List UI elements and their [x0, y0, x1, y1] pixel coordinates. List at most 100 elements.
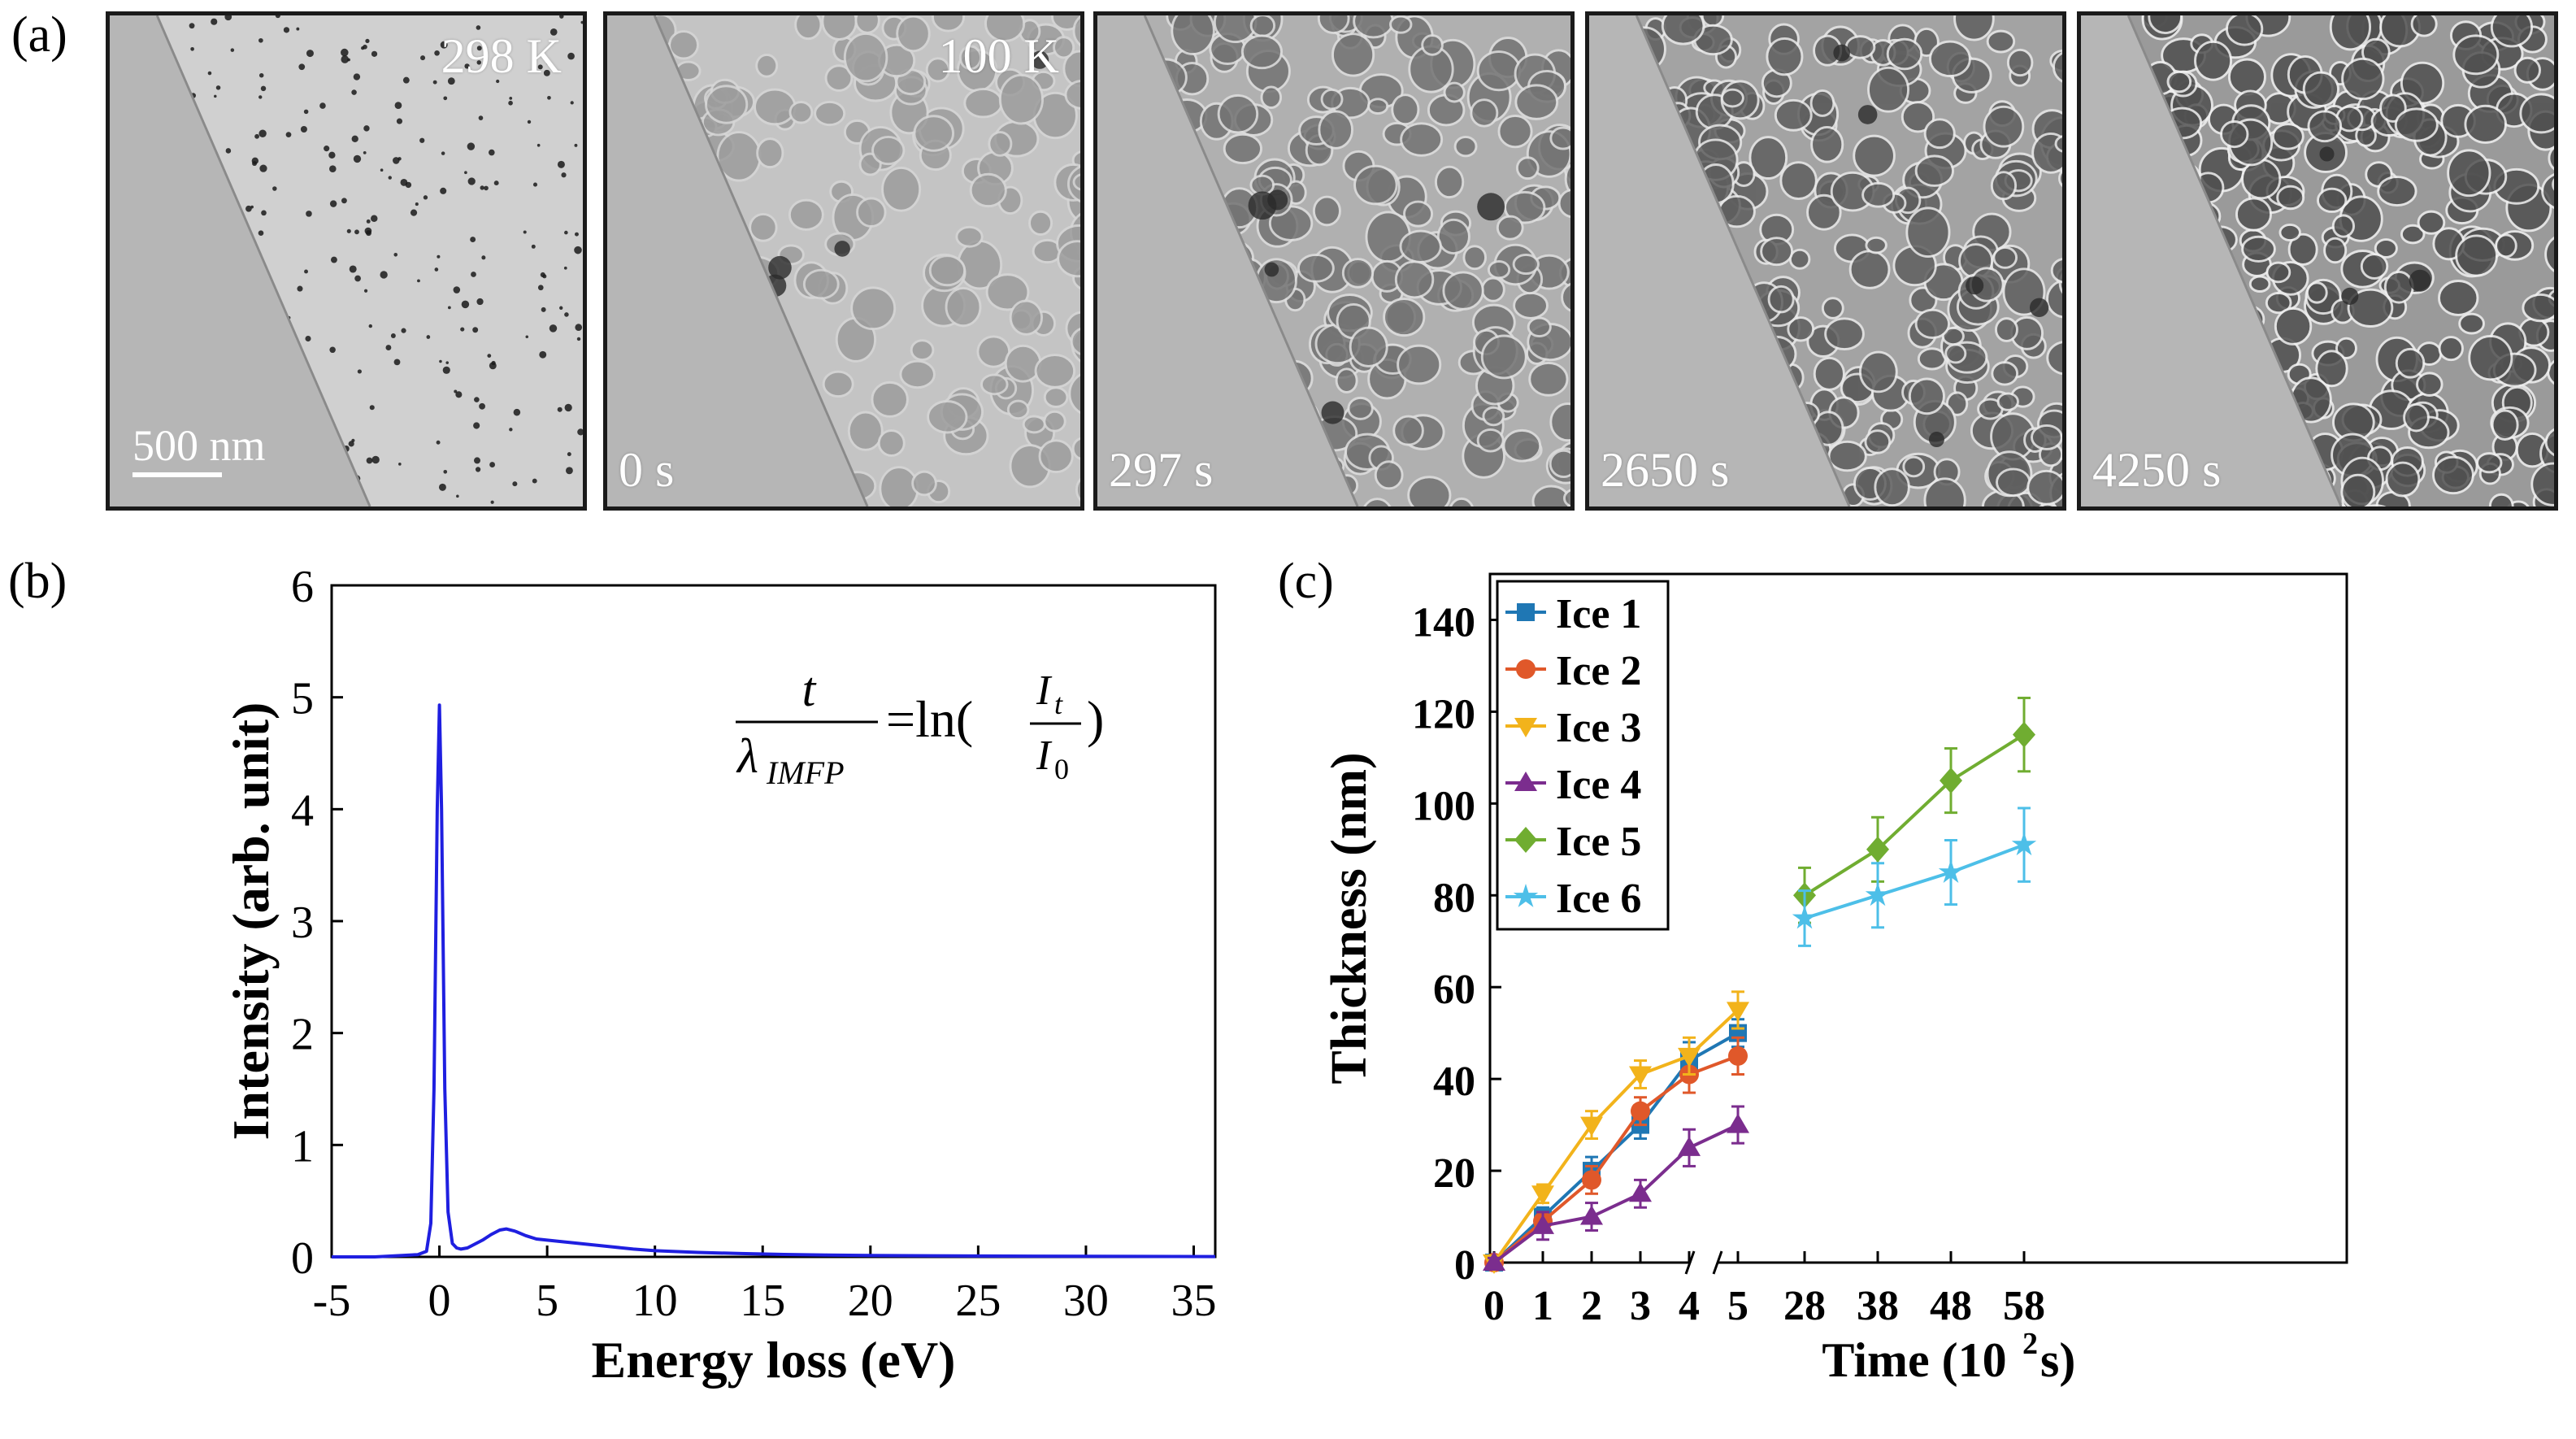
plot-frame: [1488, 572, 2348, 1264]
data-point: [1727, 1113, 1749, 1133]
axis-break-mark: [1712, 1250, 1723, 1275]
scale-bar-line: [132, 472, 222, 477]
y-tick-label: 0: [291, 1233, 314, 1284]
film-edge: [1635, 15, 1851, 506]
x-tick-label: 0: [428, 1276, 451, 1326]
panel-label-c: (c): [1278, 554, 1334, 609]
legend-label: Ice 6: [1556, 876, 1641, 922]
formula-ratio-bottom-sub: 0: [1054, 753, 1069, 785]
time-label: 0 s: [619, 443, 675, 497]
data-point: [1678, 1136, 1701, 1156]
film-edge: [2126, 15, 2343, 506]
axis-break-gap: [1691, 1251, 1717, 1274]
data-point: [1678, 1047, 1701, 1067]
series-line: [1804, 843, 2025, 920]
data-point: [1938, 859, 1964, 883]
x-tick-label: 30: [1063, 1276, 1109, 1326]
y-tick-label: 60: [1433, 967, 1475, 1013]
data-point: [1580, 1116, 1603, 1137]
data-point: [1866, 836, 1889, 863]
data-point: [1516, 659, 1536, 679]
data-point: [1940, 767, 1962, 794]
x-tick-label: 0: [1483, 1283, 1505, 1329]
x-tick-label: -5: [313, 1276, 351, 1326]
y-tick-label: 100: [1412, 783, 1475, 829]
formula-equals-ln: =ln(: [886, 690, 973, 748]
legend-label: Ice 2: [1556, 648, 1641, 694]
data-point: [1631, 1101, 1650, 1121]
series-line: [1803, 733, 2026, 897]
data-point: [1514, 718, 1537, 737]
data-point: [1582, 1170, 1601, 1190]
panel-label-b: (b): [8, 554, 67, 609]
y-tick-label: 40: [1433, 1059, 1475, 1105]
formula-ratio-top: I: [1036, 667, 1053, 714]
data-point: [1514, 772, 1537, 791]
y-tick-label: 1: [291, 1121, 314, 1172]
x-tick-label: 35: [1171, 1276, 1216, 1326]
x-tick-label: 5: [1727, 1283, 1748, 1329]
micrograph-image: [1097, 15, 1570, 506]
x-tick-label: 20: [848, 1276, 893, 1326]
series-ice-2: [1484, 1036, 1748, 1272]
temperature-label: 100 K: [938, 29, 1059, 83]
x-tick-label: 15: [740, 1276, 785, 1326]
legend-label: Ice 5: [1556, 819, 1641, 865]
data-point: [1531, 1214, 1554, 1234]
time-label: 297 s: [1109, 443, 1214, 497]
x-tick-label: 58: [2003, 1283, 2045, 1329]
micrograph-4: 2650 s: [1585, 11, 2066, 511]
micrograph-2: 100 K 0 s: [603, 11, 1084, 511]
x-tick-label: 4: [1679, 1283, 1700, 1329]
film-edge: [155, 15, 371, 506]
formula-denominator: λ: [736, 729, 758, 783]
y-tick-label: 2: [291, 1010, 314, 1060]
series-ice-5: [1793, 696, 2035, 924]
x-axis-label-end: s): [2040, 1333, 2075, 1387]
legend-label: Ice 3: [1556, 705, 1641, 751]
y-tick-label: 3: [291, 898, 314, 948]
x-tick-label: 25: [955, 1276, 1001, 1326]
formula-ratio-bottom: I: [1036, 733, 1053, 779]
plot-frame: [330, 584, 1217, 1259]
legend-label: Ice 1: [1556, 591, 1641, 637]
formula-numerator: t: [802, 663, 817, 716]
y-tick-label: 5: [291, 674, 314, 724]
data-point: [1865, 882, 1891, 906]
time-label: 2650 s: [1601, 443, 1730, 497]
x-tick-label: 3: [1630, 1283, 1651, 1329]
series-ice-6: [1792, 806, 2037, 947]
y-tick-label: 140: [1412, 599, 1475, 646]
y-tick-label: 80: [1433, 875, 1475, 921]
x-axis-label: Time (10: [1822, 1333, 2006, 1387]
micrograph-5: 4250 s: [2077, 11, 2558, 511]
x-axis-label-superscript: 2: [2022, 1327, 2038, 1361]
data-point: [1728, 1046, 1748, 1066]
panel-label-a: (a): [11, 7, 67, 63]
formula-ratio-top-sub: t: [1054, 688, 1063, 720]
scale-bar: 500 nm: [132, 421, 266, 477]
data-point: [1792, 905, 1818, 929]
spectrum-line: [332, 703, 1216, 1259]
micrograph-1: 298 K 500 nm: [106, 11, 587, 511]
time-label: 4250 s: [2092, 443, 2222, 497]
micrograph-3: 297 s: [1093, 11, 1575, 511]
film-edge: [1143, 15, 1359, 506]
x-axis-label: Energy loss (eV): [592, 1331, 956, 1389]
formula-denominator-sub: IMFP: [766, 754, 845, 791]
x-tick-label: 1: [1532, 1283, 1553, 1329]
scale-bar-label: 500 nm: [132, 421, 266, 470]
micrograph-image: [1589, 15, 2062, 506]
legend: Ice 1 Ice 2 Ice 3 Ice 4 Ice 5 Ice 6: [1496, 580, 1670, 931]
micrograph-image: [607, 15, 1080, 506]
y-tick-label: 4: [291, 785, 314, 836]
y-tick-label: 0: [1454, 1242, 1475, 1289]
x-tick-label: 2: [1581, 1283, 1602, 1329]
y-tick-label: 20: [1433, 1150, 1475, 1197]
legend-label: Ice 4: [1556, 762, 1641, 808]
temperature-label: 298 K: [441, 29, 562, 83]
y-tick-label: 120: [1412, 691, 1475, 737]
data-point: [1531, 1185, 1554, 1206]
x-tick-label: 48: [1930, 1283, 1972, 1329]
